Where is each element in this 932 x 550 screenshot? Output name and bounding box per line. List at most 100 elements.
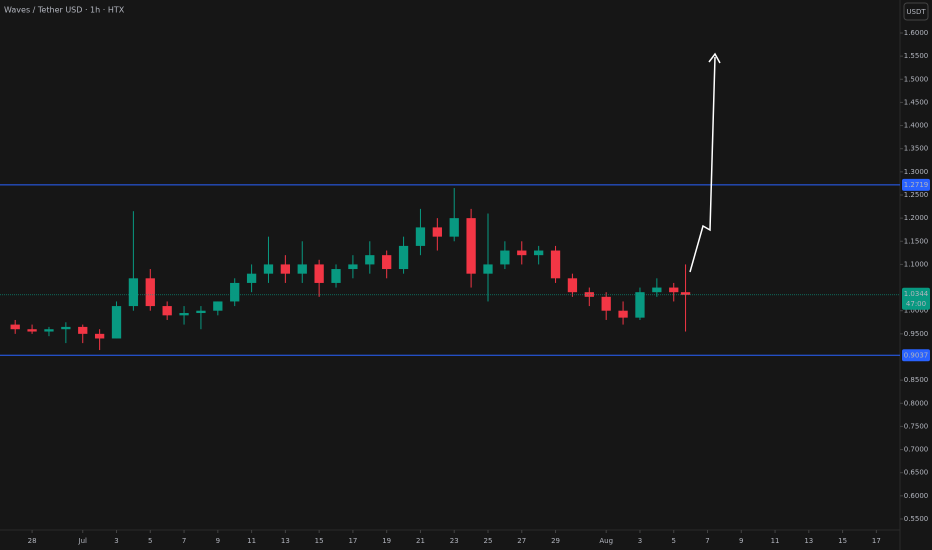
x-tick-label: 5 [148, 537, 152, 545]
candle-body [10, 324, 20, 330]
candle-body [331, 269, 341, 283]
candle-body [483, 264, 493, 274]
marks: 0.5500 0.6000 0.6500 0.7000 0.7500 0.8000 0.85… [0, 29, 930, 545]
x-tick-label: 9 [739, 537, 743, 545]
x-tick-label: 13 [804, 537, 813, 545]
candle-body [111, 306, 122, 339]
y-tick-label: 1.2000 [904, 214, 929, 222]
x-tick-label: 7 [182, 537, 186, 545]
candle-body [550, 250, 561, 279]
candle-body [128, 278, 139, 307]
last-price-label: 1.0344 [904, 290, 929, 298]
x-tick-label: 27 [517, 537, 526, 545]
candle-body [652, 287, 662, 293]
x-tick-label: 11 [247, 537, 256, 545]
y-tick-label: 1.3000 [904, 168, 929, 176]
chart-title: Waves / Tether USD · 1h · HTX [4, 6, 125, 15]
level-label: 1.2719 [904, 181, 929, 189]
candle-body [246, 273, 257, 283]
y-tick-label: 1.3500 [904, 145, 929, 153]
y-tick-label: 1.5500 [904, 52, 929, 60]
candle-body [567, 278, 578, 293]
x-tick-label: 11 [771, 537, 780, 545]
projection-line [689, 56, 716, 273]
candle-body [263, 264, 274, 274]
y-tick-label: 1.6000 [904, 29, 929, 37]
countdown-label: 47:00 [906, 300, 926, 308]
candle-body [500, 250, 510, 265]
y-tick-label: 0.9500 [904, 330, 929, 338]
y-tick-label: 1.2500 [904, 191, 929, 199]
candle-body [61, 326, 71, 330]
candle-body [314, 264, 324, 283]
candle-body [415, 227, 426, 246]
candle-body [280, 264, 291, 274]
y-tick-label: 1.1000 [904, 260, 929, 268]
candle-body [162, 306, 172, 316]
currency-box [903, 2, 929, 21]
y-tick-label: 1.5000 [904, 75, 929, 83]
y-tick-label: 0.7500 [904, 422, 929, 430]
y-tick-label: 1.4500 [904, 98, 929, 106]
x-tick-label: 7 [705, 537, 709, 545]
x-tick-label: 17 [348, 537, 357, 545]
y-tick-label: 1.0000 [904, 307, 929, 315]
x-tick-label: Aug [599, 537, 613, 545]
level-tag [902, 178, 930, 191]
y-tick-label: 0.8500 [904, 376, 929, 384]
x-tick-label: 21 [416, 537, 425, 545]
x-tick-label: 3 [638, 537, 642, 545]
y-tick-label: 0.6500 [904, 469, 929, 477]
candle-body [432, 227, 442, 237]
candle-body [196, 310, 206, 314]
x-tick-label: 15 [838, 537, 847, 545]
y-tick-label: 1.1500 [904, 237, 929, 245]
x-tick-label: 23 [450, 537, 459, 545]
candle-body [94, 333, 105, 339]
x-tick-label: 25 [484, 537, 493, 545]
candle-body [365, 255, 375, 265]
currency-label: USDT [906, 8, 926, 16]
x-tick-label: 13 [281, 537, 290, 545]
level-tag [902, 349, 930, 362]
x-tick-label: 28 [28, 537, 37, 545]
y-tick-label: 0.7000 [904, 446, 929, 454]
candle-body [517, 250, 527, 256]
candle-body [601, 296, 611, 311]
x-tick-label: 19 [382, 537, 391, 545]
projection-arrow [689, 52, 721, 273]
candle-body [230, 282, 240, 302]
candle-body [584, 292, 594, 297]
x-tick-label: 29 [551, 537, 560, 545]
candle-body [466, 218, 476, 274]
candle-body [78, 326, 88, 334]
arrow-head [708, 52, 721, 64]
level-label: 0.9037 [904, 351, 929, 359]
x-tick-label: 17 [872, 537, 881, 545]
candle-body [635, 292, 645, 318]
candle-body [145, 278, 155, 307]
candle-body [213, 301, 223, 311]
x-tick-label: Jul [78, 537, 88, 545]
candle-body [44, 329, 54, 332]
candle-body [534, 250, 544, 256]
candle-body [382, 255, 392, 270]
candle-body [618, 310, 628, 318]
y-tick-label: 0.6000 [904, 492, 929, 500]
y-tick-label: 1.4000 [904, 122, 929, 130]
x-tick-label: 5 [671, 537, 675, 545]
candle-body [179, 313, 189, 316]
y-tick-label: 0.5500 [904, 515, 929, 523]
candle-body [348, 264, 358, 270]
candle-body [449, 218, 459, 237]
last-price-tag [902, 287, 930, 310]
candle-body [27, 329, 37, 332]
candle-body [297, 264, 307, 274]
x-tick-label: 3 [114, 537, 118, 545]
candle-body [398, 245, 409, 270]
candle-body [669, 287, 679, 293]
x-tick-label: 9 [216, 537, 220, 545]
